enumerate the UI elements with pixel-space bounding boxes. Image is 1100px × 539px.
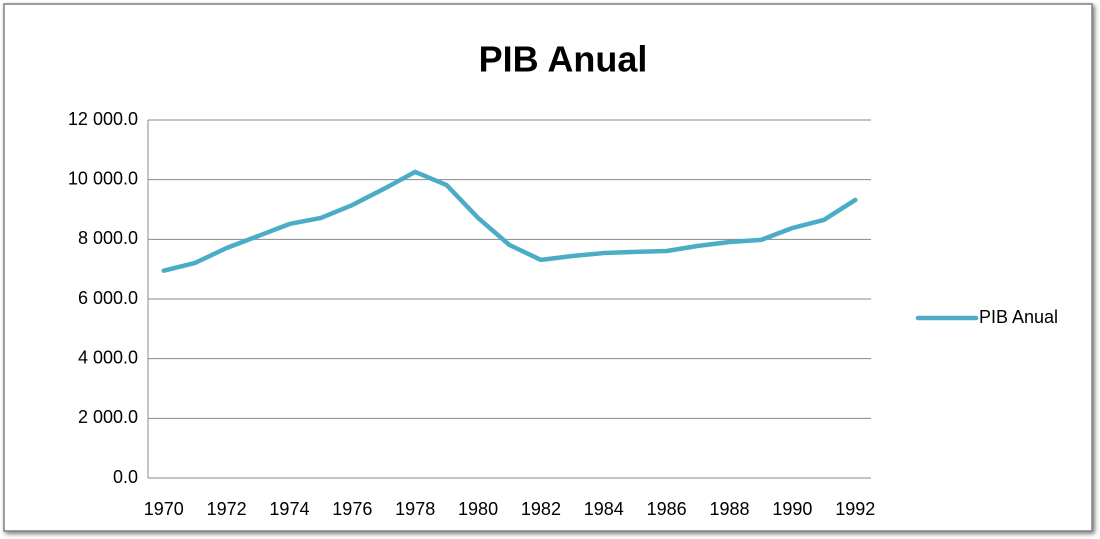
x-tick-label: 1978 [395,499,435,519]
y-tick-label: 2 000.0 [78,407,138,427]
line-series [161,169,858,273]
y-tick-label: 4 000.0 [78,347,138,367]
x-tick-label: 1984 [584,499,624,519]
x-tick-label: 1974 [269,499,309,519]
x-tick-label: 1980 [458,499,498,519]
y-tick-label: 10 000.0 [68,168,138,188]
y-tick-label: 12 000.0 [68,109,138,129]
x-tick-label: 1970 [144,499,184,519]
y-tick-label: 8 000.0 [78,228,138,248]
x-tick-label: 1986 [647,499,687,519]
x-tick-label: 1990 [772,499,812,519]
y-tick-label: 0.0 [113,467,138,487]
x-tick-label: 1982 [521,499,561,519]
legend-label: PIB Anual [979,307,1058,327]
x-tick-label: 1976 [332,499,372,519]
x-tick-label: 1992 [835,499,875,519]
x-tick-label: 1988 [710,499,750,519]
y-tick-label: 6 000.0 [78,288,138,308]
chart-title: PIB Anual [479,39,648,80]
x-tick-label: 1972 [207,499,247,519]
